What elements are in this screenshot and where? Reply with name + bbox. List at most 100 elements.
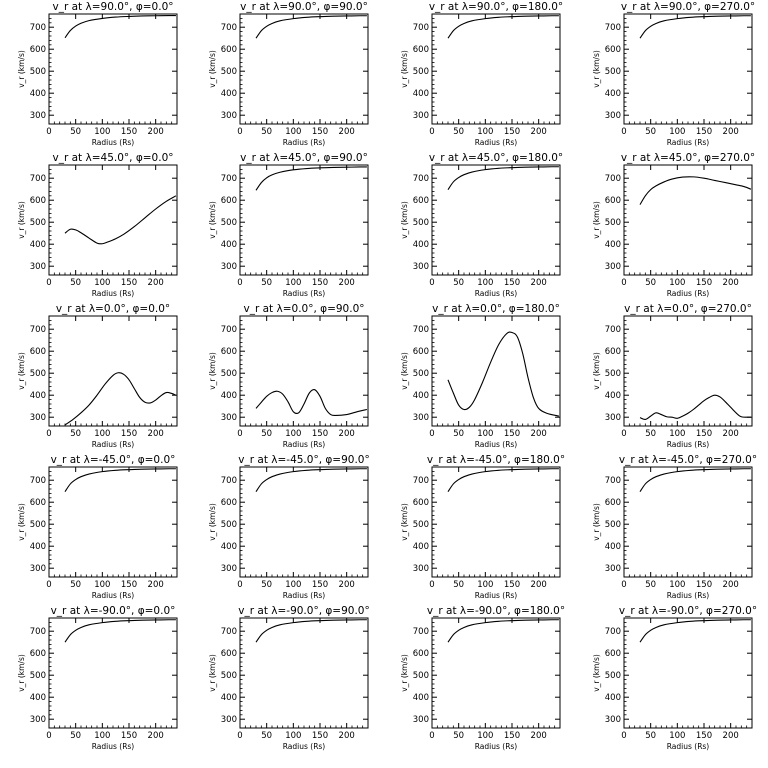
panel-title: v_r at λ=90.0°, φ=0.0° (53, 1, 174, 13)
x-tick-label: 200 (723, 580, 739, 590)
x-tick-label: 0 (429, 127, 434, 137)
y-tick-label: 500 (30, 67, 46, 77)
x-tick-label: 200 (723, 127, 739, 137)
x-tick-label: 0 (46, 127, 51, 137)
x-tick-label: 0 (621, 429, 626, 439)
y-axis-label: v_r (km/s) (17, 201, 26, 239)
x-axis-label: Radius (Rs) (475, 289, 518, 298)
panel-15: v_r at λ=-45.0°, φ=180.0° 0 50 100 150 200 300… (400, 454, 565, 600)
x-tick-label: 100 (477, 731, 493, 741)
y-tick-label: 300 (413, 564, 429, 574)
series-line (447, 15, 559, 39)
x-tick-label: 0 (237, 731, 242, 741)
x-tick-label: 0 (621, 580, 626, 590)
x-tick-label: 0 (46, 731, 51, 741)
x-tick-label: 100 (94, 580, 110, 590)
plot-frame (48, 13, 178, 125)
y-tick-label: 300 (605, 111, 621, 121)
y-tick-label: 700 (221, 476, 237, 486)
x-axis-label: Radius (Rs) (667, 742, 710, 751)
y-tick-label: 600 (605, 196, 621, 206)
y-axis-label: v_r (km/s) (208, 654, 217, 692)
y-tick-label: 500 (413, 671, 429, 681)
x-tick-label: 100 (477, 429, 493, 439)
y-axis-label: v_r (km/s) (400, 201, 409, 239)
y-axis-label: v_r (km/s) (592, 503, 601, 541)
y-axis-label: v_r (km/s) (17, 50, 26, 88)
x-tick-label: 100 (285, 580, 301, 590)
panel-5: v_r at λ=45.0°, φ=0.0° 0 50 100 150 200 300 400… (17, 152, 178, 298)
y-tick-label: 700 (221, 23, 237, 33)
y-tick-label: 500 (413, 520, 429, 530)
plot-frame (431, 315, 561, 427)
y-tick-label: 700 (413, 476, 429, 486)
series-line (447, 331, 560, 417)
y-tick-label: 400 (30, 542, 46, 552)
y-tick-label: 600 (605, 498, 621, 508)
series-line (639, 619, 751, 643)
x-tick-label: 50 (261, 731, 272, 741)
y-tick-label: 300 (605, 564, 621, 574)
x-tick-label: 50 (70, 278, 81, 288)
panel-title: v_r at λ=-90.0°, φ=180.0° (427, 605, 565, 617)
x-tick-label: 50 (453, 278, 464, 288)
y-tick-label: 600 (30, 45, 46, 55)
x-tick-label: 100 (669, 580, 685, 590)
x-tick-label: 100 (285, 731, 301, 741)
y-tick-label: 600 (413, 649, 429, 659)
series-line (255, 389, 368, 417)
y-axis-label: v_r (km/s) (400, 50, 409, 88)
panel-title: v_r at λ=90.0°, φ=180.0° (429, 1, 563, 13)
y-tick-label: 700 (413, 23, 429, 33)
plot-frame (239, 13, 369, 125)
plot-frame (431, 13, 561, 125)
x-tick-label: 0 (621, 127, 626, 137)
x-tick-label: 150 (312, 580, 328, 590)
y-tick-label: 400 (221, 391, 237, 401)
y-tick-label: 500 (221, 369, 237, 379)
x-tick-label: 150 (312, 127, 328, 137)
y-axis-label: v_r (km/s) (400, 654, 409, 692)
x-tick-label: 150 (121, 429, 137, 439)
x-tick-label: 200 (148, 580, 164, 590)
panel-title: v_r at λ=45.0°, φ=0.0° (53, 152, 174, 164)
y-tick-label: 300 (221, 413, 237, 423)
plot-frame (623, 617, 753, 729)
y-tick-label: 600 (221, 45, 237, 55)
y-tick-label: 400 (30, 693, 46, 703)
x-tick-label: 150 (504, 278, 520, 288)
y-tick-label: 400 (413, 89, 429, 99)
panel-title: v_r at λ=-90.0°, φ=90.0° (238, 605, 369, 617)
plot-frame (623, 13, 753, 125)
series-line (639, 468, 751, 492)
x-tick-label: 150 (504, 127, 520, 137)
panel-title: v_r at λ=0.0°, φ=90.0° (244, 303, 365, 315)
series-line (64, 14, 176, 39)
y-tick-label: 500 (605, 218, 621, 228)
series-line (64, 195, 177, 245)
x-tick-label: 200 (339, 731, 355, 741)
panel-18: v_r at λ=-90.0°, φ=90.0° 0 50 100 150 200 300 4… (208, 605, 370, 751)
y-axis-label: v_r (km/s) (592, 352, 601, 390)
x-tick-label: 50 (261, 278, 272, 288)
series-line (639, 15, 751, 39)
y-tick-label: 600 (30, 196, 46, 206)
x-tick-label: 0 (237, 580, 242, 590)
x-tick-label: 100 (477, 580, 493, 590)
x-tick-label: 50 (645, 580, 656, 590)
plot-frame (239, 617, 369, 729)
y-tick-label: 500 (30, 520, 46, 530)
y-tick-label: 400 (221, 240, 237, 250)
panel-13: v_r at λ=-45.0°, φ=0.0° 0 50 100 150 200 300 40… (17, 454, 178, 600)
y-tick-label: 500 (605, 671, 621, 681)
x-tick-label: 50 (70, 580, 81, 590)
y-tick-label: 700 (30, 325, 46, 335)
panel-title: v_r at λ=90.0°, φ=270.0° (621, 1, 755, 13)
plot-frame (431, 164, 561, 276)
panel-title: v_r at λ=0.0°, φ=180.0° (432, 303, 560, 315)
x-tick-label: 200 (531, 278, 547, 288)
x-tick-label: 150 (121, 127, 137, 137)
plot-frame (239, 466, 369, 578)
y-tick-label: 500 (413, 369, 429, 379)
x-tick-label: 200 (723, 429, 739, 439)
